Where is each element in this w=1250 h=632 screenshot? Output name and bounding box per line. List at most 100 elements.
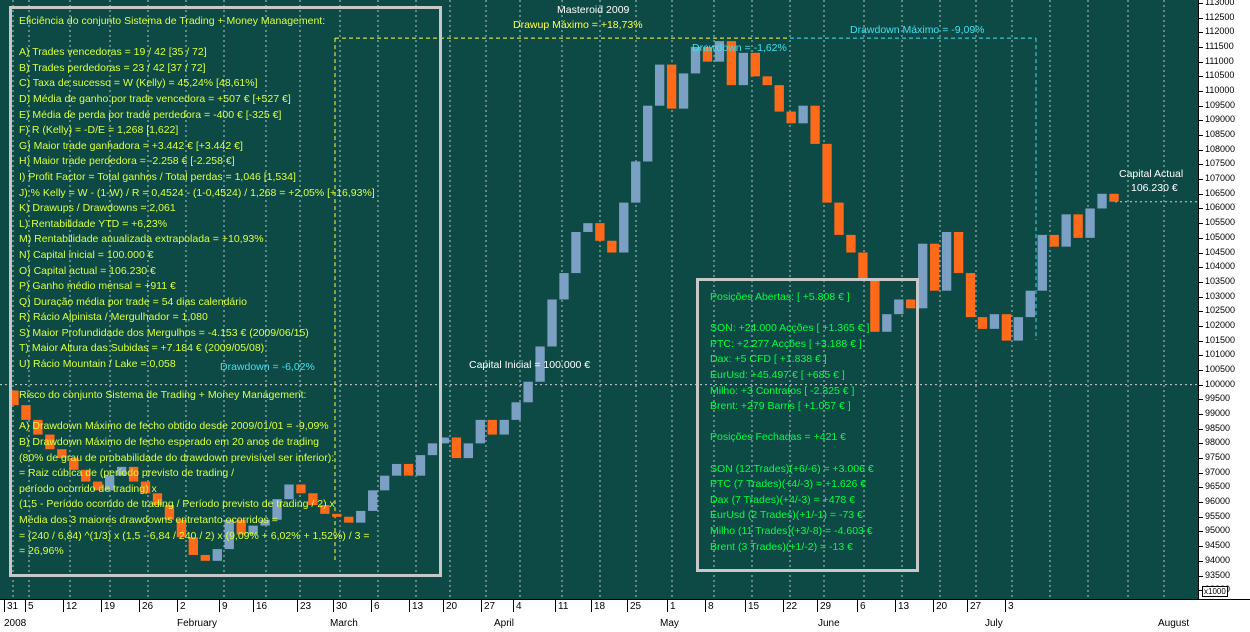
candle-73 [882, 314, 892, 332]
candle-72 [870, 278, 880, 332]
x-day-label-18: 1 [670, 601, 676, 612]
efficiency-panel-line-31: (1,5 - Período ocorrido de trading / Per… [19, 498, 335, 511]
drawup-max-label: Drawup Máximo = +18,73% [513, 19, 643, 31]
x-tick-24 [895, 600, 896, 612]
y-tick-label-25: 100500 [1205, 363, 1236, 374]
candle-60 [726, 41, 737, 86]
y-tick-label-30: 98000 [1205, 437, 1231, 448]
x-tick-16 [591, 600, 592, 612]
candle-85 [1025, 290, 1035, 318]
x-day-label-2: 12 [66, 601, 78, 612]
efficiency-panel-line-34: = 26,96% [19, 545, 64, 558]
efficiency-panel-line-14: M) Rentabilidade anualizada extrapolada … [19, 233, 264, 246]
x-day-label-0: 31 [7, 601, 19, 612]
candle-12 [152, 493, 163, 506]
y-tick-label-6: 110000 [1205, 85, 1235, 96]
positions-panel-line-9: Posições Fechadas = +421 € [710, 431, 847, 444]
efficiency-panel-line-15: N) Capital inicial = 100.000 € [19, 248, 154, 261]
x-day-label-25: 20 [936, 601, 948, 612]
candle-2 [33, 419, 43, 435]
candle-5 [69, 458, 79, 470]
candle-21 [260, 519, 270, 526]
candle-90 [1085, 208, 1095, 238]
y-tick-33 [1199, 487, 1203, 489]
drawdown-max-label: Drawdown Máximo = -9,09% [850, 24, 985, 36]
y-tick-label-1: 112500 [1205, 11, 1235, 22]
efficiency-panel-line-4: C) Taxa de sucesso = W (Kelly) = 45,24% … [19, 77, 258, 90]
y-tick-5 [1199, 76, 1203, 78]
candle-20 [248, 525, 258, 535]
x-day-label-24: 13 [898, 601, 910, 612]
x-month-label-3: April [494, 618, 515, 629]
candle-13 [164, 505, 175, 520]
x-tick-20 [745, 600, 746, 612]
x-day-label-20: 15 [748, 601, 760, 612]
candle-40 [487, 419, 497, 435]
efficiency-panel-line-20: S) Maior Profundidade dos Mergulhos = -4… [19, 326, 309, 339]
y-tick-label-26: 100000 [1205, 378, 1236, 389]
x-tick-17 [627, 600, 628, 612]
x-tick-19 [705, 600, 706, 612]
candle-3 [45, 434, 55, 450]
candle-38 [463, 443, 474, 459]
y-tick-25 [1199, 369, 1203, 371]
y-tick-label-31: 97500 [1205, 452, 1231, 463]
candle-55 [666, 64, 677, 109]
x-month-label-6: July [985, 618, 1003, 629]
chart-plot-area[interactable] [0, 0, 1198, 599]
x-tick-27 [1005, 600, 1006, 612]
x-day-label-5: 2 [180, 601, 186, 612]
efficiency-panel-line-23 [19, 373, 375, 389]
x-day-label-7: 16 [256, 601, 268, 612]
candle-87 [1049, 234, 1059, 247]
candle-54 [654, 64, 665, 106]
candle-77 [929, 243, 940, 291]
candle-42 [511, 402, 521, 420]
y-tick-40 [1199, 590, 1203, 592]
candle-44 [535, 346, 545, 382]
x-tick-14 [513, 600, 514, 612]
y-tick-label-0: 113000 [1205, 0, 1235, 7]
efficiency-panel-line-0: Eficiência do conjunto Sistema de Tradin… [19, 15, 326, 27]
x-day-label-26: 27 [970, 601, 982, 612]
candle-39 [475, 419, 485, 444]
positions-panel-line-12: PTC (7 Trades)(+4/-3) = +1.626 € [710, 478, 867, 491]
candle-8 [104, 475, 115, 491]
y-tick-12 [1199, 179, 1203, 181]
y-tick-1 [1199, 17, 1203, 19]
candle-63 [762, 76, 772, 86]
candle-74 [894, 299, 904, 315]
y-tick-26 [1199, 384, 1203, 386]
y-tick-label-21: 102500 [1205, 305, 1236, 316]
positions-panel-line-15: Milho (11 Trades)(+3/-8) = -4.603 € [710, 524, 873, 537]
y-tick-0 [1199, 2, 1203, 4]
candle-91 [1097, 193, 1107, 209]
candle-75 [906, 299, 916, 309]
candle-80 [965, 273, 976, 318]
efficiency-panel-line-21: T) Maior Altura das Subidas = +7.184 € (… [19, 342, 265, 355]
x-tick-3 [101, 600, 102, 612]
candle-67 [810, 105, 820, 144]
y-tick-label-35: 95500 [1205, 510, 1231, 521]
y-tick-9 [1199, 135, 1203, 137]
y-tick-31 [1199, 458, 1203, 460]
efficiency-panel-line-6: E) Média de perda por trade perdedora = … [19, 108, 282, 121]
candle-25 [308, 493, 318, 506]
y-tick-8 [1199, 120, 1203, 122]
y-tick-label-34: 96000 [1205, 496, 1231, 507]
efficiency-panel-line-19: R) Rácio Alpinista / Mergulhador = 1,080 [19, 311, 208, 324]
candle-76 [918, 243, 928, 309]
y-tick-10 [1199, 149, 1203, 151]
x-day-label-14: 4 [516, 601, 522, 612]
x-tick-13 [481, 600, 482, 612]
y-tick-label-16: 105000 [1205, 231, 1236, 242]
efficiency-panel-line-13: L) Rentabilidade YTD = +6,23% [19, 217, 168, 230]
y-tick-label-22: 102000 [1205, 319, 1236, 330]
capital-actual-label: Capital Actual [1119, 168, 1184, 180]
y-tick-label-28: 99000 [1205, 408, 1231, 418]
candle-50 [607, 240, 617, 253]
candle-86 [1037, 234, 1047, 291]
y-tick-32 [1199, 472, 1203, 474]
y-tick-34 [1199, 502, 1203, 504]
y-tick-30 [1199, 443, 1203, 445]
